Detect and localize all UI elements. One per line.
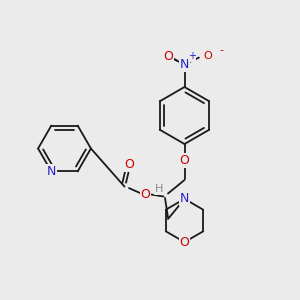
Text: N: N [46, 165, 56, 178]
Text: O: O [180, 154, 189, 167]
Text: O: O [180, 236, 189, 249]
Text: -: - [219, 45, 224, 55]
Text: O: O [163, 50, 173, 63]
Text: N: N [180, 58, 189, 71]
Text: O: O [141, 188, 150, 201]
Text: O: O [125, 158, 134, 171]
Text: +: + [188, 51, 196, 61]
Text: H: H [155, 184, 163, 194]
Text: O: O [203, 51, 212, 61]
Text: N: N [180, 192, 189, 206]
